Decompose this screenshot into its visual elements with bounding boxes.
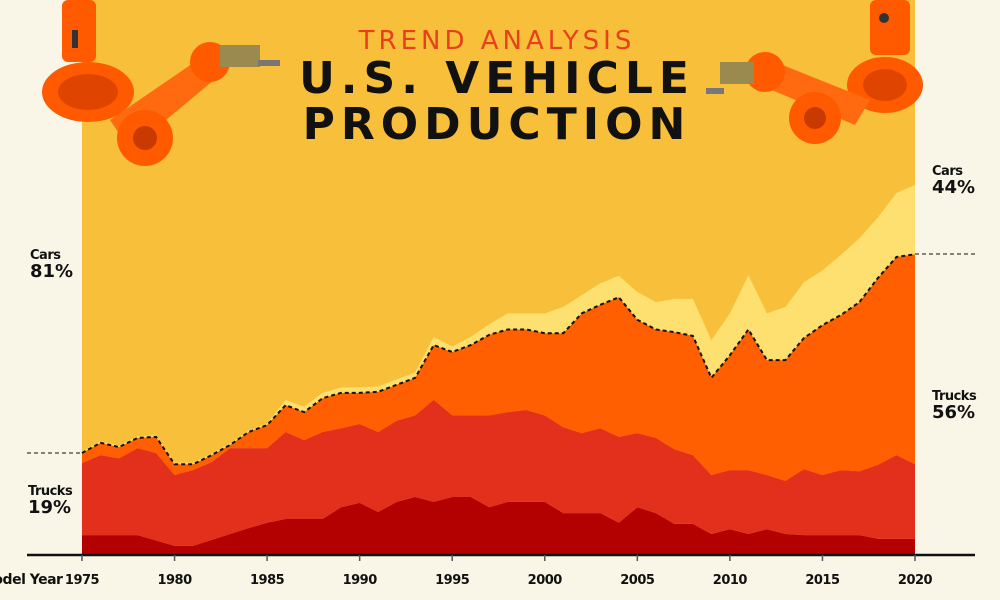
chart-title-line1: U.S. VEHICLE [299,53,695,104]
start-cars-pct: 81% [30,261,74,282]
x-tick-label: 1985 [250,573,285,588]
area-series-3-trucks [82,254,915,481]
chart-header: TREND ANALYSIS U.S. VEHICLE PRODUCTION [250,26,744,148]
x-tick-label: 1990 [343,573,378,588]
start-cars-annotation: Cars 81% [30,248,73,281]
start-trucks-label: Trucks [28,484,73,499]
end-trucks-label: Trucks [932,389,977,404]
chart-kicker: TREND ANALYSIS [358,26,636,56]
x-tick-label: 2000 [528,573,563,588]
end-cars-annotation: Cars 44% [932,164,975,197]
area-series-2-trucks [82,399,915,546]
trucks-total-dashed-line [81,253,916,466]
chart-title-line2: PRODUCTION [302,99,692,150]
start-cars-label: Cars [30,248,61,263]
x-tick-label: 1980 [157,573,192,588]
end-cars-pct: 44% [932,177,976,198]
end-trucks-annotation: Trucks 56% [932,389,977,423]
x-tick-label: 2020 [898,573,933,588]
x-tick-label: 1995 [435,573,470,588]
area-series-4-cars [82,185,915,465]
x-tick-label: 2005 [620,573,655,588]
robot-arm-left-icon [42,0,280,166]
start-trucks-pct: 19% [28,497,72,518]
area-series-1-trucks [82,497,915,555]
x-tick-label: 2010 [713,573,748,588]
x-tick-label: 2015 [805,573,840,588]
robot-arm-right-icon [706,0,923,144]
x-axis-label: Model Year [0,572,63,588]
end-cars-label: Cars [932,164,963,179]
end-trucks-pct: 56% [932,402,976,423]
x-tick-label: 1975 [65,573,100,588]
start-trucks-annotation: Trucks 19% [28,484,73,518]
